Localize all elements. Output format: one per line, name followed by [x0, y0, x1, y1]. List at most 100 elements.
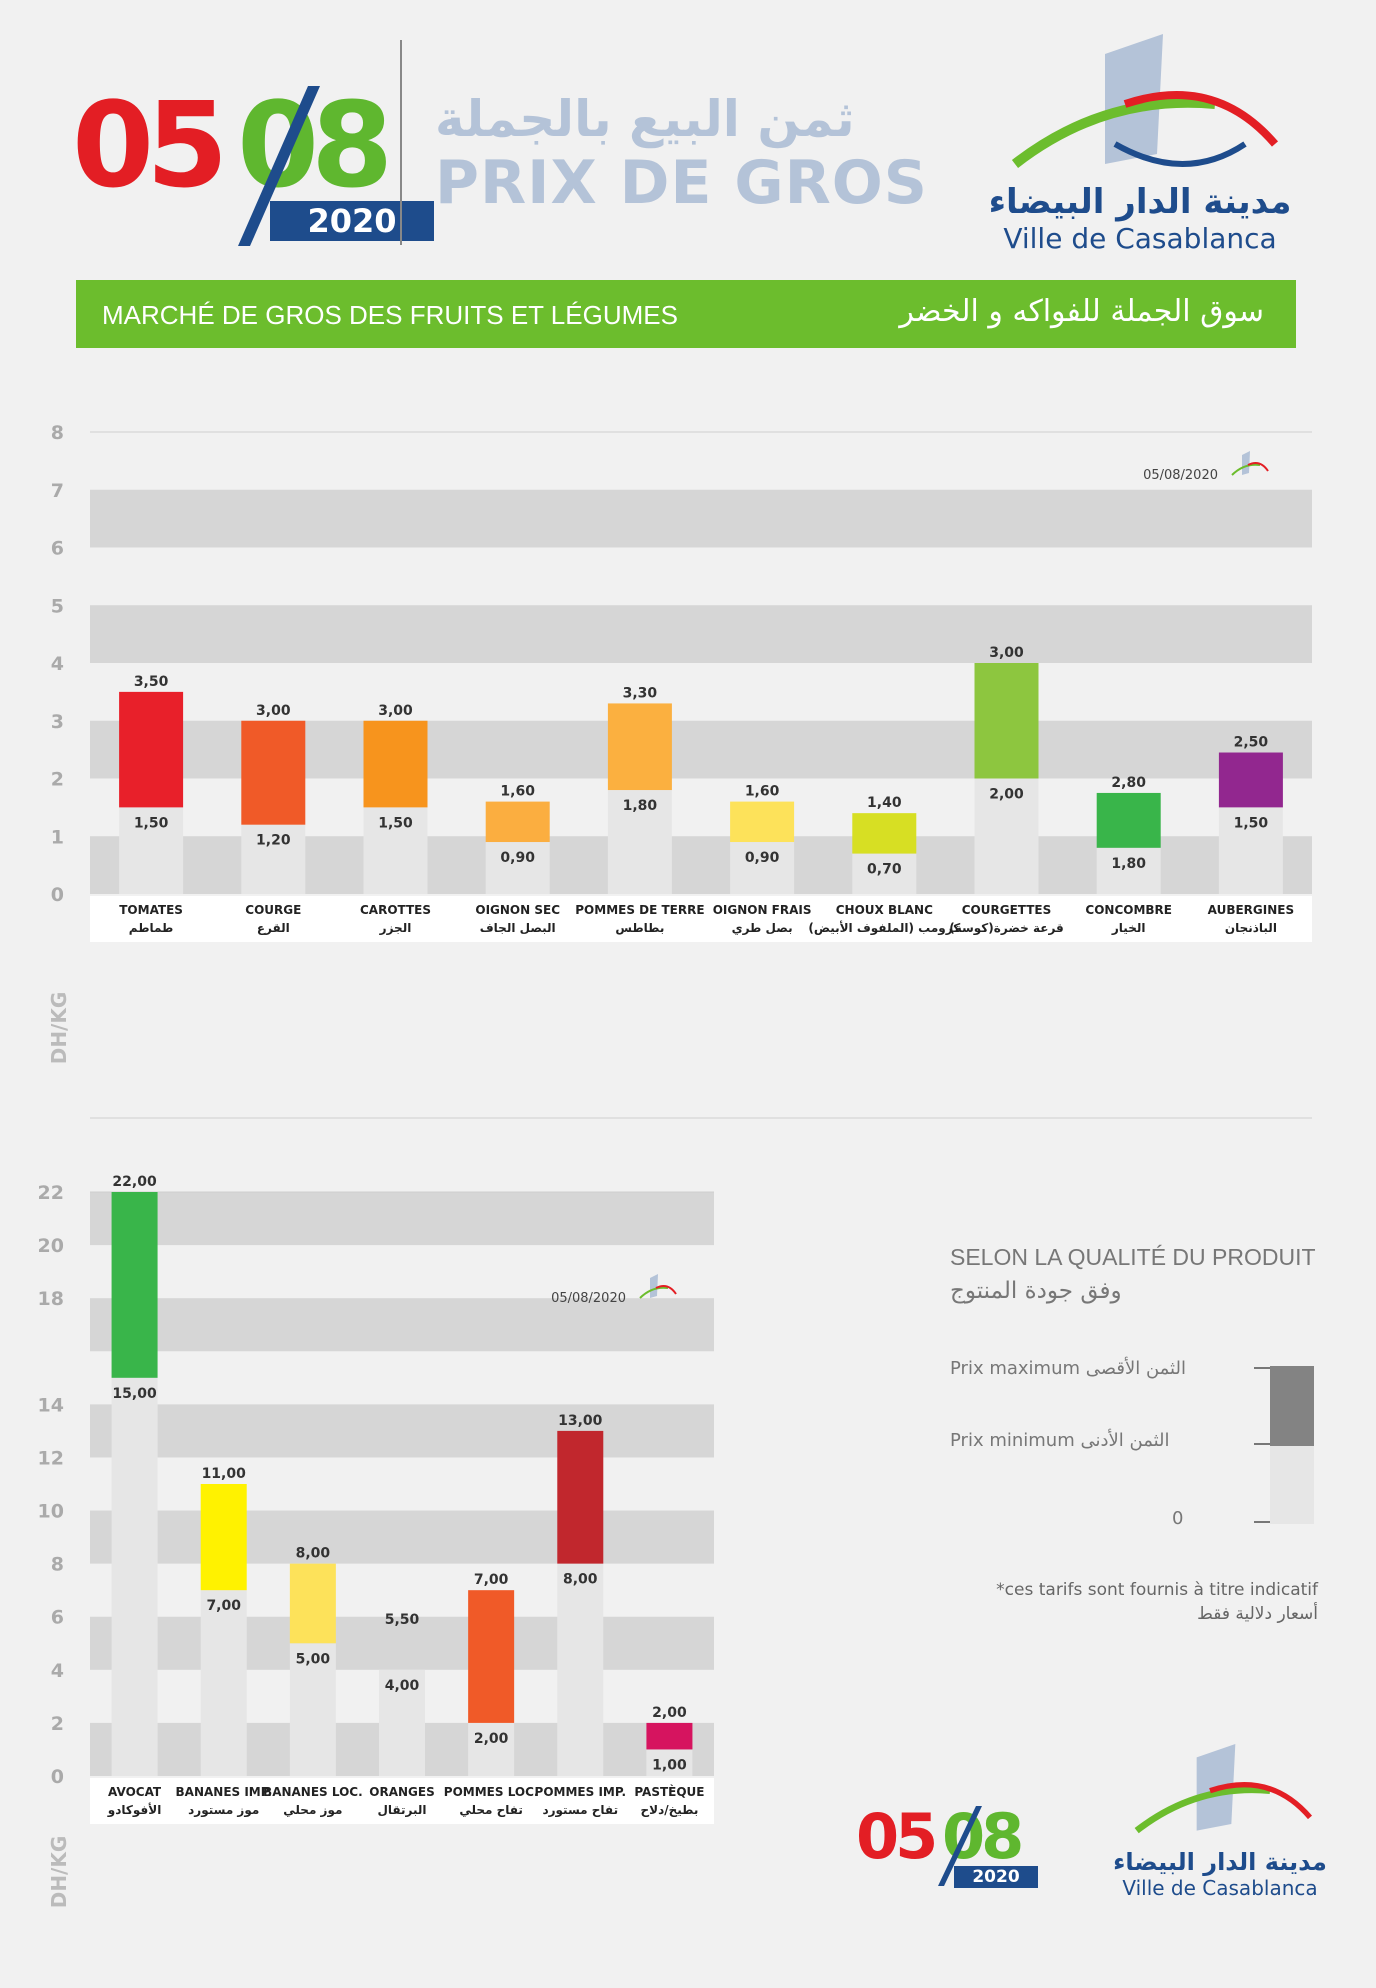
category-label-fr: BANANES LOC.	[263, 1785, 363, 1799]
value-label-min: 1,50	[1234, 815, 1269, 831]
value-label-min: 0,90	[500, 850, 535, 866]
bar-range	[852, 813, 917, 854]
bar-range	[485, 801, 550, 843]
category-label-fr: AUBERGINES	[1208, 903, 1294, 917]
category-label-fr: PASTÈQUE	[634, 1784, 704, 1799]
y-tick-label: 10	[38, 1501, 64, 1523]
city-name-fr: Ville de Casablanca	[1003, 222, 1277, 255]
category-label-ar: تفاح محلي	[459, 1803, 523, 1817]
footer-city-logo-icon	[1134, 1744, 1313, 1834]
y-tick-label: 2	[51, 1713, 64, 1735]
date-month: 08	[237, 76, 393, 214]
bar-min	[241, 824, 306, 894]
value-label-min: 1,80	[1111, 856, 1146, 872]
category-label-ar: البصل الجاف	[480, 921, 556, 935]
bar-min	[468, 1722, 515, 1776]
y-tick-label: 0	[51, 884, 64, 906]
value-label-max: 1,60	[500, 784, 535, 800]
category-label-fr: CHOUX BLANC	[836, 903, 933, 917]
value-label-min: 1,50	[378, 815, 413, 831]
city-logo-icon	[1011, 34, 1279, 168]
y-tick-label: 18	[38, 1288, 64, 1310]
category-label-fr: BANANES IMP.	[176, 1785, 272, 1799]
category-label-fr: POMMES DE TERRE	[575, 903, 704, 917]
bar-min	[557, 1563, 604, 1776]
y-tick-label: 6	[51, 538, 64, 560]
date-year: 2020	[270, 201, 434, 241]
y-tick-label: 20	[38, 1235, 64, 1257]
bar-min	[363, 807, 428, 894]
category-label-ar: الباذنجان	[1225, 921, 1277, 935]
bar-min	[200, 1590, 247, 1776]
value-label-min: 5,00	[296, 1651, 331, 1667]
fruits-chart: 0 2 4 6 8 10 12 14 18 20 22 05/08/2020 22,00 15,00 AVO…	[38, 1174, 714, 1908]
value-label-max: 8,00	[296, 1546, 331, 1562]
value-label-max: 13,00	[558, 1413, 603, 1429]
banner-ar: سوق الجملة للفواكه و الخضر	[899, 294, 1264, 329]
category-label-ar: موز مستورد	[188, 1803, 259, 1818]
category-label-ar: موز محلي	[283, 1803, 342, 1818]
y-tick-label: 3	[51, 711, 64, 733]
stamp-logo-icon	[639, 1274, 677, 1299]
bar-range	[974, 663, 1039, 779]
banner-fr: MARCHÉ DE GROS DES FRUITS ET LÉGUMES	[102, 300, 678, 330]
bar-min	[607, 790, 672, 894]
category-label-ar: الأفوكادو	[107, 1802, 162, 1818]
bar-range	[730, 801, 795, 843]
grid-band	[90, 1510, 714, 1564]
category-label-ar: بطيخ/دلاح	[640, 1803, 698, 1817]
bar-range	[200, 1484, 247, 1591]
category-label-fr: CAROTTES	[360, 903, 431, 917]
grid-band	[90, 489, 1312, 548]
value-label-min: 1,00	[652, 1757, 687, 1773]
value-label-min: 15,00	[112, 1386, 157, 1402]
category-label-ar: طماطم	[129, 921, 174, 935]
value-label-min: 0,90	[745, 850, 780, 866]
y-tick-label: 8	[51, 422, 64, 444]
value-label-max: 3,30	[623, 685, 658, 701]
legend-max-label: Prix maximum الثمن الأقصى	[950, 1358, 1186, 1379]
category-label-ar: تفاح مستورد	[542, 1803, 618, 1818]
value-label-max: 1,40	[867, 795, 902, 811]
category-label-ar: البرتقال	[377, 1803, 426, 1817]
date-badge: 05 08 2020	[72, 86, 434, 246]
value-label-max: 5,50	[385, 1612, 420, 1628]
legend-title-ar: وفق جودة المنتوج	[950, 1278, 1122, 1304]
y-tick-label: 5	[51, 595, 64, 617]
y-tick-label: 0	[51, 1766, 64, 1788]
bar-range	[111, 1192, 158, 1378]
grid-band	[90, 1298, 714, 1352]
value-label-max: 2,80	[1111, 775, 1146, 791]
footer-date-day: 05	[856, 1800, 938, 1873]
value-label-max: 11,00	[202, 1466, 247, 1482]
footer-slash-icon	[938, 1806, 982, 1886]
bar-min	[852, 853, 917, 894]
grid-band	[90, 1616, 714, 1670]
value-label-min: 7,00	[206, 1598, 241, 1614]
category-label-ar: الجزر	[379, 921, 412, 935]
y-tick-label: 6	[51, 1607, 64, 1629]
bar-min	[974, 778, 1039, 894]
y-tick-label: 4	[51, 1660, 64, 1682]
value-label-max: 22,00	[112, 1174, 157, 1190]
category-label-fr: OIGNON SEC	[475, 903, 560, 917]
date-stamp: 05/08/2020	[1143, 468, 1218, 483]
market-banner: MARCHÉ DE GROS DES FRUITS ET LÉGUMES سوق…	[76, 280, 1296, 348]
bar-range	[289, 1563, 336, 1644]
bar-min	[646, 1749, 693, 1776]
category-strip	[90, 1778, 714, 1824]
grid-band	[90, 1192, 714, 1246]
bar-range	[468, 1590, 515, 1723]
value-label-min: 1,80	[623, 798, 658, 814]
footer-date-badge: 05 08 2020	[856, 1800, 1038, 1888]
y-axis-label: DH/KG	[47, 992, 71, 1065]
bar-min	[379, 1669, 425, 1776]
value-label-min: 4,00	[385, 1678, 420, 1694]
footer-city-ar: مدينة الدار البيضاء	[1113, 1848, 1327, 1876]
category-label-ar: بصل طري	[732, 921, 793, 935]
y-tick-label: 14	[38, 1394, 64, 1416]
bar-min	[485, 842, 550, 894]
category-label-fr: TOMATES	[119, 903, 183, 917]
grid-band	[90, 1404, 714, 1458]
bar-range	[646, 1722, 693, 1750]
